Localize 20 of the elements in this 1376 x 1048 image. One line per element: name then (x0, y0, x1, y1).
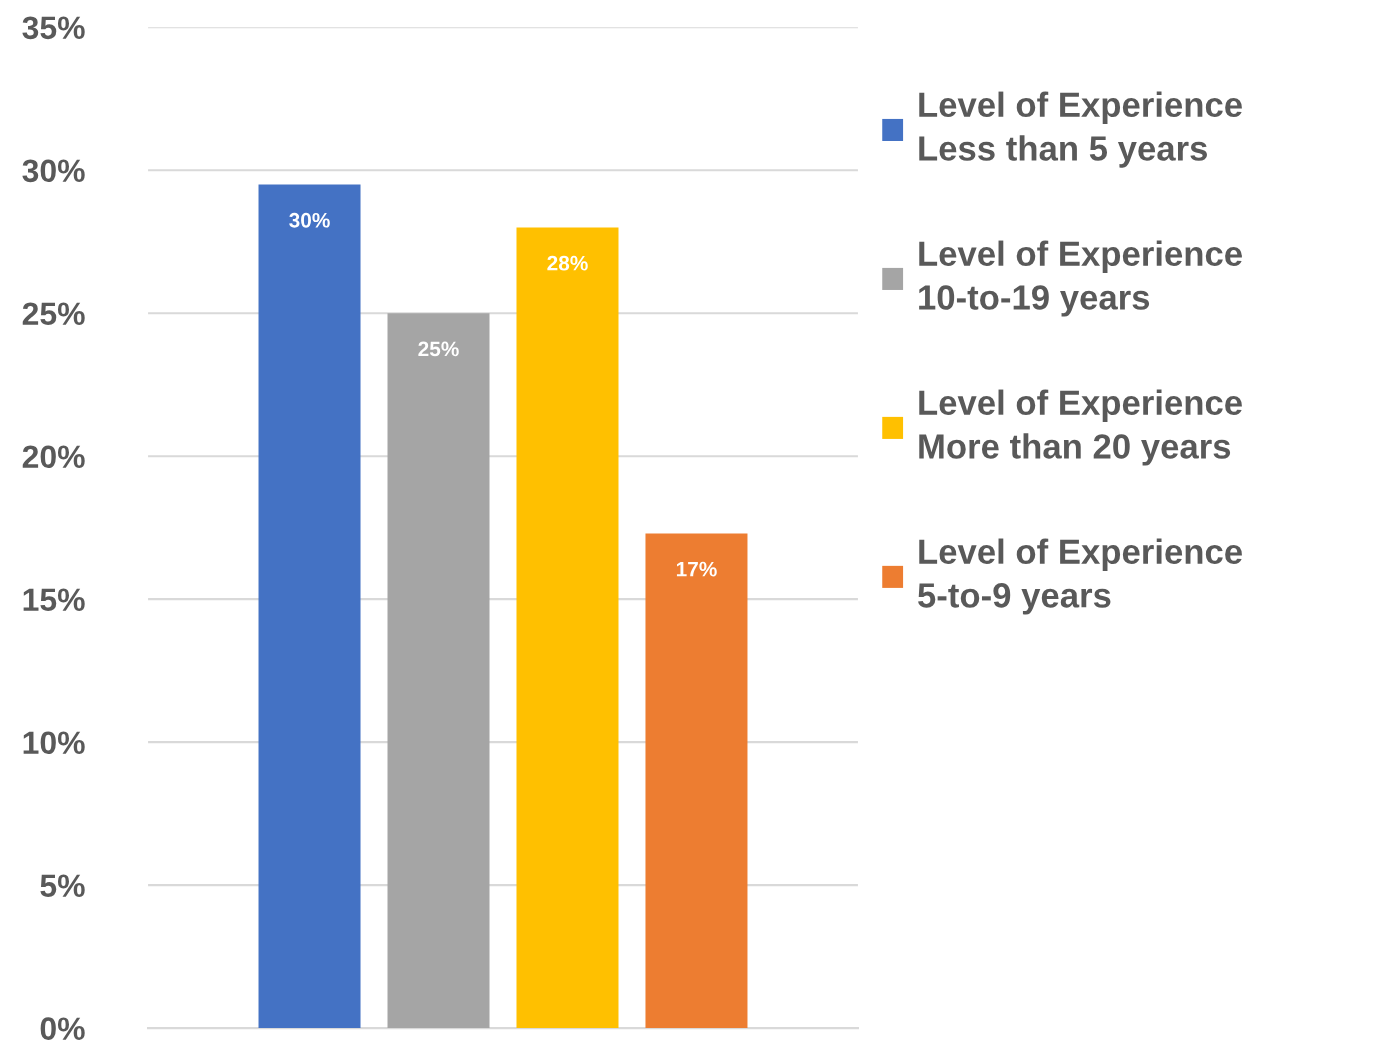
legend-label: Level of Experience More than 20 years (919, 389, 1242, 466)
y-tick-label: 10% (23, 731, 85, 755)
bar (387, 313, 490, 1029)
data-label: 17% (676, 561, 717, 577)
data-label: 25% (418, 341, 459, 357)
y-tick-label: 30% (22, 159, 85, 183)
y-tick-label: 0% (40, 1017, 85, 1040)
data-label: 30% (289, 212, 330, 228)
bar (258, 184, 361, 1029)
bar (516, 227, 619, 1029)
data-label: 28% (547, 255, 588, 271)
legend-label: Level of Experience 10-to-19 years (919, 240, 1242, 317)
y-tick-label: 15% (23, 588, 85, 612)
y-tick-label: 20% (22, 445, 85, 469)
y-tick-label: 5% (40, 874, 85, 897)
legend-label: Level of Experience Less than 5 years (919, 91, 1242, 168)
y-tick-label: 35% (22, 16, 85, 40)
legend-label: Level of Experience 5-to-9 years (918, 538, 1242, 615)
bar (645, 533, 748, 1029)
y-tick-label: 25% (22, 302, 85, 326)
